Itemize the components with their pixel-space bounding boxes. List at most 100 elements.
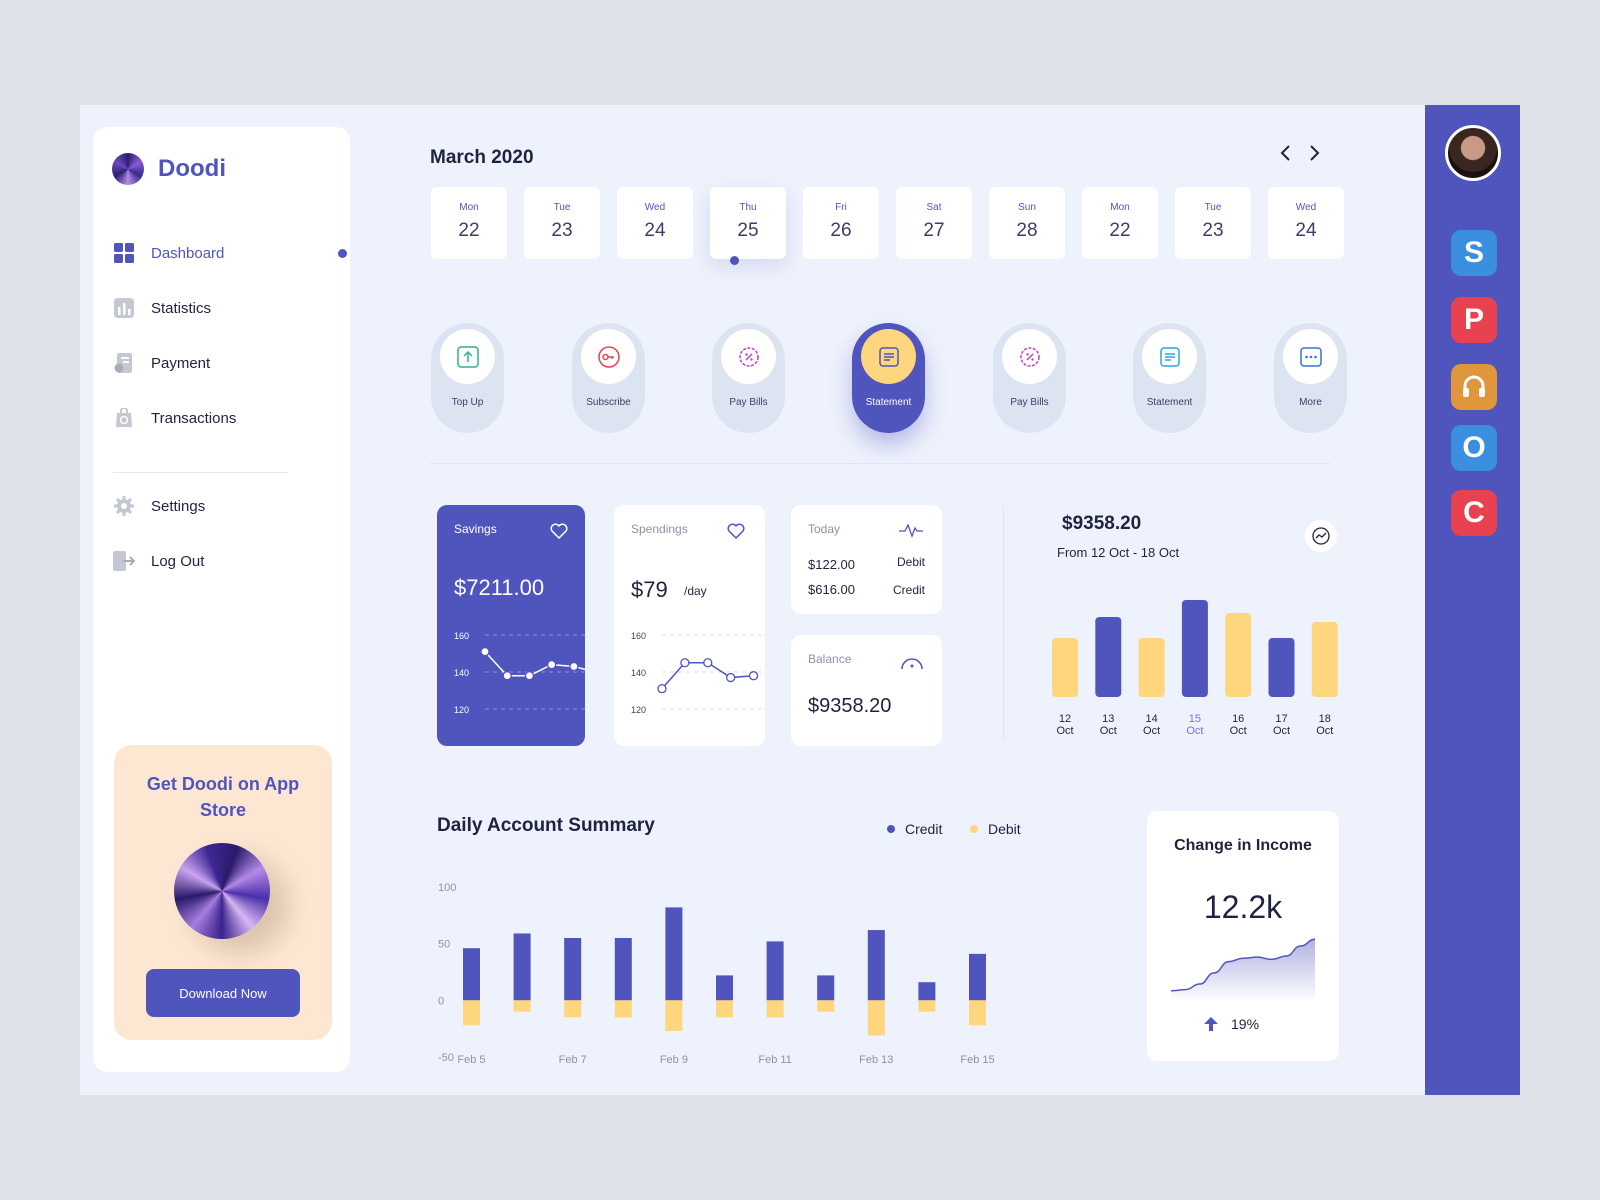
x-tick-label: Feb 13: [859, 1054, 893, 1066]
user-avatar[interactable]: [1445, 125, 1501, 181]
heart-icon[interactable]: [727, 523, 745, 539]
summary-title: Daily Account Summary: [437, 815, 655, 836]
action-more[interactable]: More: [1274, 323, 1347, 433]
date-number: 25: [737, 220, 759, 241]
x-tick-label: 12: [1059, 713, 1071, 725]
balance-card[interactable]: Balance $9358.20: [791, 635, 942, 746]
action-label: Pay Bills: [729, 397, 768, 408]
y-tick-label: 50: [438, 939, 450, 951]
sidebar-item-statistics[interactable]: Statistics: [113, 297, 211, 319]
data-point: [703, 658, 713, 668]
date-card[interactable]: Mon 22: [1082, 187, 1158, 259]
weekly-total: $9358.20: [1062, 513, 1142, 534]
today-card[interactable]: Today $122.00 Debit $616.00 Credit: [791, 505, 942, 614]
prev-month-button[interactable]: [1276, 143, 1296, 163]
spendings-card[interactable]: Spendings $79 /day 160 140 120: [614, 505, 765, 746]
y-tick-label: 120: [631, 705, 646, 715]
debit-bar: [817, 1000, 835, 1012]
action-pay-bills[interactable]: Pay Bills: [993, 323, 1066, 433]
sidebar-item-label: Log Out: [151, 552, 205, 570]
date-weekday: Thu: [739, 202, 757, 213]
sidebar-item-dashboard[interactable]: Dashboard: [113, 242, 224, 264]
balance-value: $9358.20: [808, 695, 892, 717]
logo[interactable]: Doodi: [112, 153, 226, 185]
sidebar-item-logout[interactable]: Log Out: [113, 550, 204, 572]
heart-icon[interactable]: [550, 523, 568, 539]
headphones-app-icon[interactable]: [1451, 364, 1497, 410]
next-month-button[interactable]: [1304, 143, 1324, 163]
action-statement-selected[interactable]: Statement: [852, 323, 925, 433]
income-change: 19%: [1203, 1016, 1259, 1032]
action-top-up[interactable]: Top Up: [431, 323, 504, 433]
legend-label: Credit: [905, 821, 943, 837]
action-label: Statement: [865, 397, 912, 408]
debit-bar: [614, 1000, 632, 1018]
sidebar-item-label: Statistics: [151, 299, 212, 317]
data-point: [680, 658, 690, 668]
legend-debit: Debit: [970, 821, 1021, 837]
x-tick-label: Feb 7: [559, 1054, 587, 1066]
debit-bar: [969, 1000, 986, 1026]
headphones-icon: [1463, 375, 1485, 397]
date-number: 28: [1016, 220, 1038, 241]
date-card-selected[interactable]: Thu 25: [710, 187, 786, 259]
debit-bar: [564, 1000, 582, 1018]
app-letter: C: [1463, 496, 1485, 529]
dashboard-icon: [113, 242, 135, 264]
sidebar-item-label: Payment: [151, 354, 211, 372]
data-point: [657, 684, 667, 694]
date-card[interactable]: Tue 23: [1175, 187, 1251, 259]
chevron-left-icon: [1280, 145, 1290, 161]
x-tick-label: 15: [1189, 713, 1201, 725]
credit-bar: [867, 930, 885, 1001]
action-statement[interactable]: Statement: [1133, 323, 1206, 433]
date-weekday: Wed: [644, 202, 666, 213]
date-number: 24: [644, 220, 666, 241]
sidebar-item-transactions[interactable]: Transactions: [113, 407, 236, 429]
x-tick-label: Oct: [1230, 725, 1247, 737]
date-card[interactable]: Sat 27: [896, 187, 972, 259]
date-card[interactable]: Sun 28: [989, 187, 1065, 259]
more-icon: [1299, 346, 1322, 367]
data-point: [547, 659, 557, 670]
spendings-value: $79: [631, 577, 668, 602]
date-card[interactable]: Mon 22: [431, 187, 507, 259]
date-card[interactable]: Wed 24: [617, 187, 693, 259]
date-card[interactable]: Tue 23: [524, 187, 600, 259]
credit-bar: [614, 938, 632, 1001]
sidebar: Doodi Dashboard Statistics Payment: [93, 127, 350, 1072]
sidebar-item-label: Dashboard: [151, 244, 225, 262]
weekly-range: From 12 Oct - 18 Oct: [1057, 545, 1180, 560]
date-weekday: Tue: [1204, 202, 1222, 213]
spendings-unit: /day: [684, 584, 707, 598]
download-now-button[interactable]: Download Now: [146, 969, 300, 1017]
s-app-icon[interactable]: S: [1451, 230, 1497, 276]
date-number: 24: [1295, 220, 1317, 241]
date-card[interactable]: Wed 24: [1268, 187, 1344, 259]
date-number: 26: [830, 220, 852, 241]
trend-icon: [1312, 527, 1330, 545]
date-card[interactable]: Fri 26: [803, 187, 879, 259]
sidebar-item-settings[interactable]: Settings: [113, 495, 205, 517]
credit-bar: [463, 948, 480, 1001]
y-tick-label: 100: [438, 882, 456, 894]
date-weekday: Sat: [926, 202, 942, 213]
weekly-bar: [1268, 638, 1295, 697]
series-line: [484, 651, 585, 677]
section-divider: [430, 463, 1330, 464]
y-tick-label: 140: [631, 668, 646, 678]
y-tick-label: 160: [454, 631, 469, 641]
c-app-icon[interactable]: C: [1451, 490, 1497, 536]
weekly-trend-button[interactable]: [1305, 520, 1337, 552]
action-pay-bills[interactable]: Pay Bills: [712, 323, 785, 433]
x-tick-label: 17: [1275, 713, 1287, 725]
p-app-icon[interactable]: P: [1451, 297, 1497, 343]
savings-card[interactable]: Savings $7211.00 160 140 120: [437, 505, 585, 746]
income-card[interactable]: Change in Income 12.2k 19%: [1147, 811, 1339, 1061]
action-subscribe[interactable]: Subscribe: [572, 323, 645, 433]
o-app-icon[interactable]: O: [1451, 425, 1497, 471]
statistics-icon: [113, 297, 135, 319]
credit-bar: [817, 975, 835, 1001]
action-label: Pay Bills: [1010, 397, 1049, 408]
sidebar-item-payment[interactable]: Payment: [113, 352, 210, 374]
